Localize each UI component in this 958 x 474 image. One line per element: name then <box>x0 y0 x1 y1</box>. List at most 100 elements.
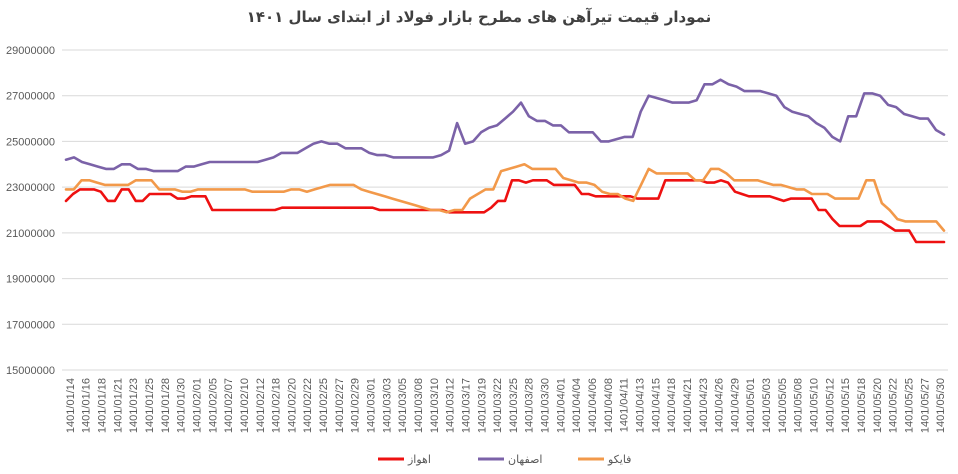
data-point <box>656 97 658 99</box>
data-point <box>807 115 809 117</box>
data-point <box>608 140 610 142</box>
data-point <box>803 188 805 190</box>
data-point <box>225 161 227 163</box>
data-point <box>259 191 261 193</box>
data-point <box>114 200 116 202</box>
data-point <box>595 195 597 197</box>
x-tick-label: 1401/04/01 <box>555 378 567 433</box>
x-tick-label: 1401/05/12 <box>824 378 836 433</box>
x-tick-label: 1401/04/06 <box>587 378 599 433</box>
y-tick-label: 23000000 <box>6 182 55 194</box>
x-tick-label: 1401/05/27 <box>919 378 931 433</box>
data-point <box>385 209 388 211</box>
data-point <box>671 179 673 181</box>
data-point <box>593 184 596 186</box>
data-point <box>755 195 757 197</box>
data-point <box>446 211 448 213</box>
x-tick-label: 1401/03/03 <box>381 378 393 433</box>
data-point <box>680 102 682 104</box>
x-tick-label: 1401/03/05 <box>397 378 409 433</box>
data-point <box>233 161 235 163</box>
x-axis-tick-labels: 1401/01/14 1401/01/16 1401/01/18 1401/01/21… <box>65 378 947 433</box>
data-point <box>609 193 611 195</box>
chart-title: نمودار قیمت تیرآهن های مطرح بازار فولاد … <box>247 8 712 26</box>
data-point <box>137 168 139 170</box>
x-tick-label: 1401/04/23 <box>698 378 710 433</box>
data-point <box>601 191 603 193</box>
data-point <box>570 179 572 181</box>
data-point <box>384 154 386 156</box>
data-point <box>218 209 220 211</box>
data-point <box>93 188 95 190</box>
x-tick-label: 1401/05/05 <box>777 378 789 433</box>
data-point <box>751 90 754 92</box>
data-point <box>719 79 722 81</box>
data-point <box>672 102 674 104</box>
data-point <box>189 191 191 193</box>
data-point <box>504 118 506 120</box>
data-point <box>576 131 578 133</box>
data-point <box>461 209 463 211</box>
x-tick-label: 1401/01/14 <box>65 378 77 433</box>
data-point <box>416 156 418 158</box>
data-point <box>288 207 290 209</box>
data-point <box>217 161 219 163</box>
data-point <box>438 209 440 211</box>
data-point <box>392 156 394 158</box>
data-point <box>228 188 230 190</box>
data-point <box>713 182 715 184</box>
y-tick-label: 29000000 <box>6 45 55 57</box>
data-point <box>320 140 322 142</box>
data-point <box>539 168 541 170</box>
data-point <box>911 115 913 117</box>
data-point <box>617 193 619 195</box>
data-point <box>866 220 868 222</box>
x-tick-label: 1401/04/13 <box>634 378 646 433</box>
x-tick-label: 1401/02/20 <box>286 378 298 433</box>
data-point <box>149 193 151 195</box>
data-point <box>696 99 698 101</box>
data-point <box>783 200 785 202</box>
data-point <box>702 179 704 181</box>
data-point <box>685 179 687 181</box>
data-point <box>791 111 793 113</box>
data-point <box>368 152 370 154</box>
data-point <box>922 241 924 243</box>
data-point <box>73 156 75 158</box>
data-point <box>629 195 632 197</box>
data-point <box>257 161 259 163</box>
data-point <box>632 200 634 202</box>
data-point <box>578 182 580 184</box>
data-point <box>345 184 347 186</box>
series-1 <box>64 78 946 173</box>
data-point <box>328 143 330 145</box>
data-point <box>384 195 386 197</box>
x-tick-label: 1401/04/18 <box>666 378 678 433</box>
data-point <box>408 156 410 158</box>
data-point <box>275 191 277 193</box>
data-point <box>244 188 246 190</box>
x-tick-label: 1401/02/29 <box>350 378 362 433</box>
data-point <box>554 168 557 170</box>
data-point <box>694 179 697 181</box>
data-point <box>823 127 825 129</box>
data-point <box>818 209 820 211</box>
x-tick-label: 1401/02/12 <box>255 378 267 433</box>
data-point <box>169 193 172 195</box>
data-point <box>718 168 720 170</box>
x-tick-label: 1401/05/22 <box>888 378 900 433</box>
data-point <box>943 134 945 136</box>
data-point <box>406 209 408 211</box>
data-point <box>88 179 90 181</box>
data-point <box>280 152 283 154</box>
data-point <box>615 195 618 197</box>
data-point <box>379 209 381 211</box>
data-point <box>135 179 137 181</box>
data-point <box>847 115 849 117</box>
data-point <box>73 188 75 190</box>
data-point <box>274 209 276 211</box>
data-point <box>935 220 937 222</box>
data-point <box>485 188 487 190</box>
data-point <box>664 179 666 181</box>
data-point <box>352 184 355 186</box>
